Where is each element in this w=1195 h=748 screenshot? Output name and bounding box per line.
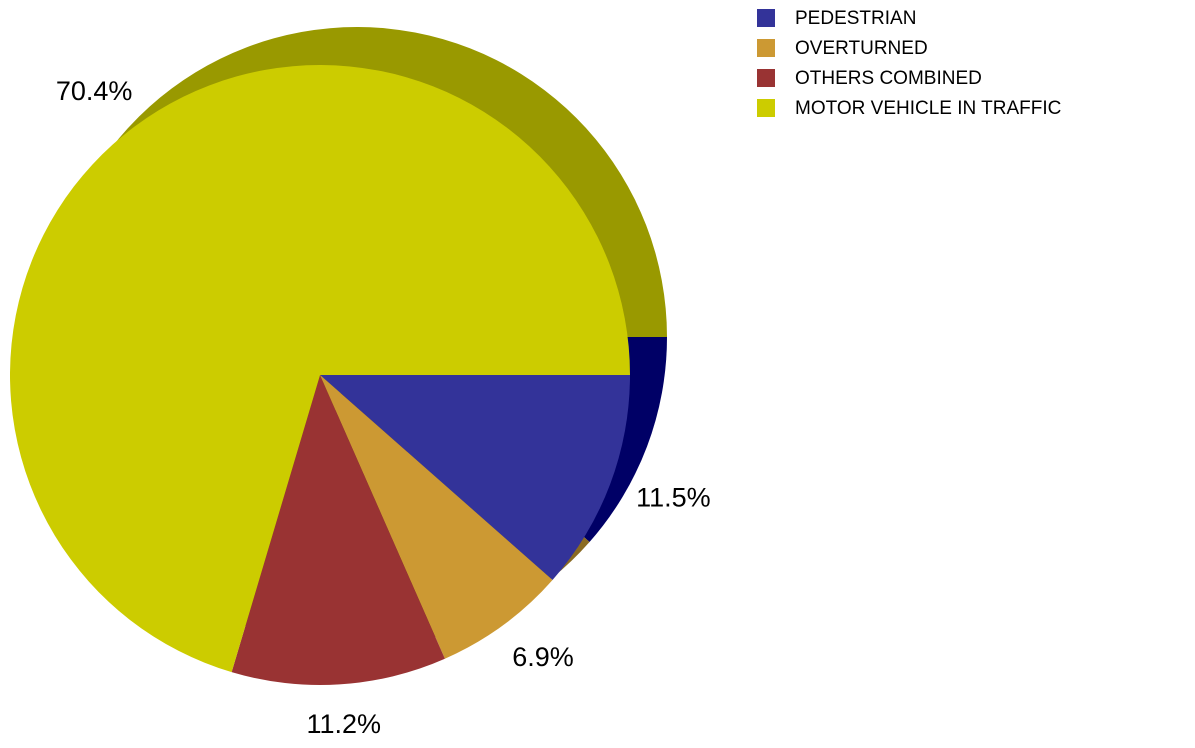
slice-label: 11.2%	[306, 709, 381, 739]
legend-swatch	[757, 99, 775, 117]
slice	[231, 375, 445, 685]
legend-label: PEDESTRIAN	[795, 8, 916, 29]
legend-swatch	[757, 39, 775, 57]
slice	[320, 375, 630, 581]
slice	[9, 64, 630, 673]
legend-label: OVERTURNED	[795, 38, 928, 59]
slice-label: 6.9%	[512, 642, 574, 672]
legend-label: OTHERS COMBINED	[795, 68, 982, 89]
slice-label: 70.4%	[56, 76, 133, 106]
legend-swatch	[757, 69, 775, 87]
legend-label: MOTOR VEHICLE IN TRAFFIC	[795, 98, 1061, 119]
legend-swatch	[757, 9, 775, 27]
slice-label: 11.5%	[636, 482, 711, 512]
slice	[320, 375, 553, 659]
